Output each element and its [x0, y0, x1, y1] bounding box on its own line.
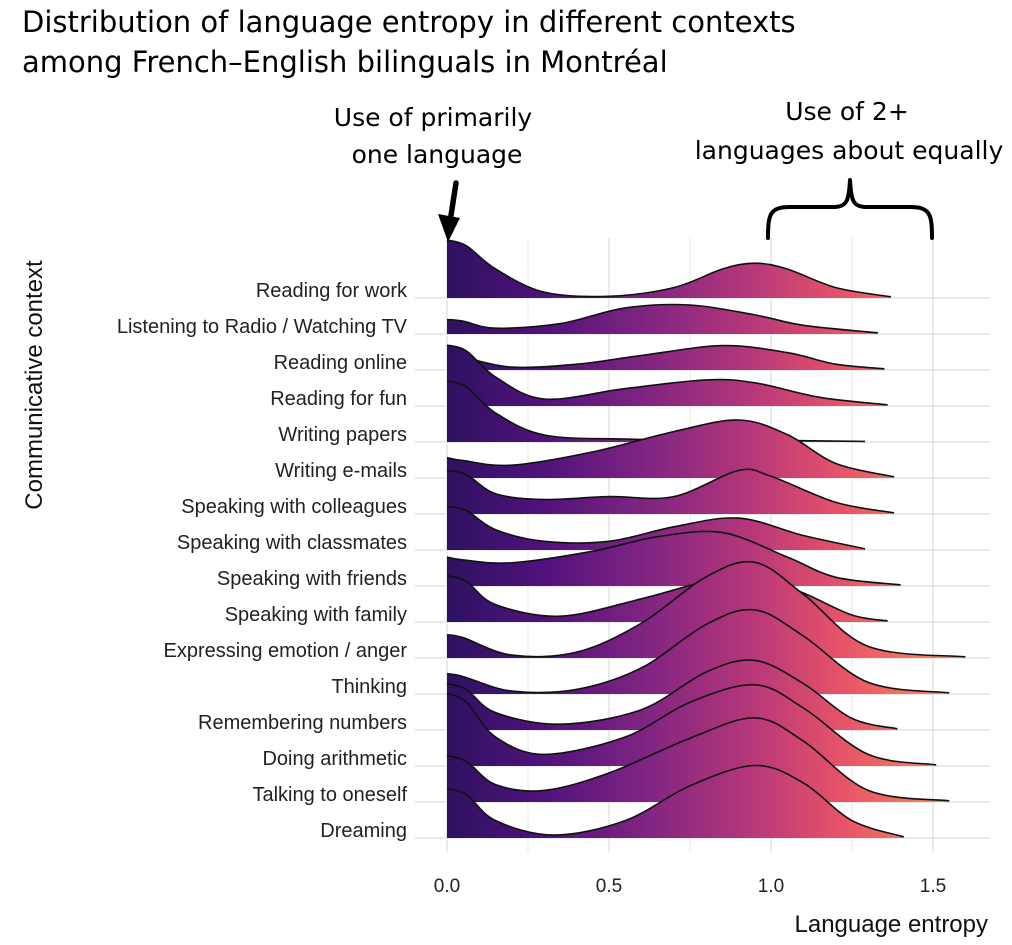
annotation-two-languages-line-2: languages about equally: [695, 136, 1004, 165]
ridge-outline: [446, 574, 888, 622]
arrow-down-icon: [438, 180, 460, 242]
annotation-one-language-line-1: Use of primarily: [334, 103, 533, 132]
ridge-outline: [446, 239, 892, 298]
y-label: Talking to oneself: [252, 784, 407, 806]
annotation-two-languages: Use of 2+ languages about equally: [695, 97, 1004, 240]
ridge-area: [447, 506, 865, 550]
ridges: [446, 239, 966, 838]
annotation-two-languages-line-1: Use of 2+: [785, 97, 909, 126]
ridge-outline: [446, 683, 937, 766]
ridge-outline: [446, 344, 888, 406]
y-label: Expressing emotion / anger: [164, 640, 408, 662]
y-label: Dreaming: [320, 820, 407, 842]
ridge-outline: [446, 717, 950, 802]
ridge-7: [446, 505, 866, 550]
ridge-area: [447, 684, 937, 766]
ridge-13: [446, 683, 937, 766]
ridge-10: [446, 560, 966, 658]
ridge-area: [447, 609, 950, 694]
y-label: Reading online: [274, 352, 407, 374]
ridge-2: [446, 344, 885, 370]
y-label: Reading for fun: [270, 388, 407, 410]
ridge-outline: [446, 530, 901, 586]
x-tick-label: 1.0: [758, 876, 784, 897]
x-axis-title: Language entropy: [795, 911, 989, 938]
ridge-outline: [446, 659, 898, 730]
y-label: Listening to Radio / Watching TV: [117, 316, 408, 338]
brace-icon: [766, 178, 934, 240]
y-label: Speaking with classmates: [177, 532, 407, 554]
ridge-outline: [446, 560, 966, 658]
annotation-one-language: Use of primarily one language: [334, 103, 533, 242]
ridge-outline: [446, 468, 895, 514]
x-tick-label: 1.5: [920, 876, 946, 897]
ridge-area: [447, 717, 950, 802]
y-axis-labels: Reading for work Listening to Radio / Wat…: [117, 280, 408, 842]
y-axis-title: Communicative context: [21, 260, 48, 510]
ridge-15: [446, 764, 905, 838]
ridge-area: [447, 240, 891, 298]
ridge-area: [447, 531, 901, 586]
ridge-outline: [446, 505, 866, 550]
ridge-area: [447, 381, 865, 442]
ridge-area: [447, 419, 895, 478]
ridge-8: [446, 530, 901, 586]
annotation-one-language-line-2: one language: [352, 140, 523, 169]
y-label: Speaking with family: [225, 604, 407, 626]
ridge-11: [446, 608, 950, 694]
ridge-5: [446, 419, 895, 478]
x-tick-label: 0.0: [434, 876, 460, 897]
ridge-3: [446, 344, 888, 406]
chart-title: Distribution of language entropy in diff…: [22, 2, 796, 82]
y-label: Remembering numbers: [198, 712, 407, 734]
ridge-area: [447, 304, 878, 334]
y-label: Thinking: [331, 676, 407, 698]
ridge-1: [446, 303, 878, 334]
y-label: Writing e-mails: [275, 460, 407, 482]
y-label: Speaking with friends: [217, 568, 407, 590]
ridge-area: [447, 561, 966, 658]
y-label: Reading for work: [256, 280, 408, 302]
ridge-area: [447, 345, 888, 406]
ridge-outline: [446, 419, 895, 478]
ridge-area: [447, 765, 904, 838]
ridge-outline: [446, 764, 905, 838]
x-axis-ticks: 0.0 0.5 1.0 1.5: [434, 876, 946, 897]
y-label: Writing papers: [278, 424, 407, 446]
ridge-14: [446, 717, 950, 802]
x-tick-label: 0.5: [596, 876, 622, 897]
ridge-outline: [446, 303, 878, 334]
y-label: Doing arithmetic: [262, 748, 407, 770]
ridge-6: [446, 468, 895, 514]
ridge-outline: [446, 344, 885, 370]
y-label: Speaking with colleagues: [181, 496, 407, 518]
chart-title-line-2: among French–English bilinguals in Montr…: [22, 45, 668, 79]
ridge-0: [446, 239, 892, 298]
ridge-outline: [446, 608, 950, 694]
ridge-area: [447, 345, 885, 370]
chart-title-line-1: Distribution of language entropy in diff…: [22, 5, 796, 39]
ridge-area: [447, 469, 895, 514]
